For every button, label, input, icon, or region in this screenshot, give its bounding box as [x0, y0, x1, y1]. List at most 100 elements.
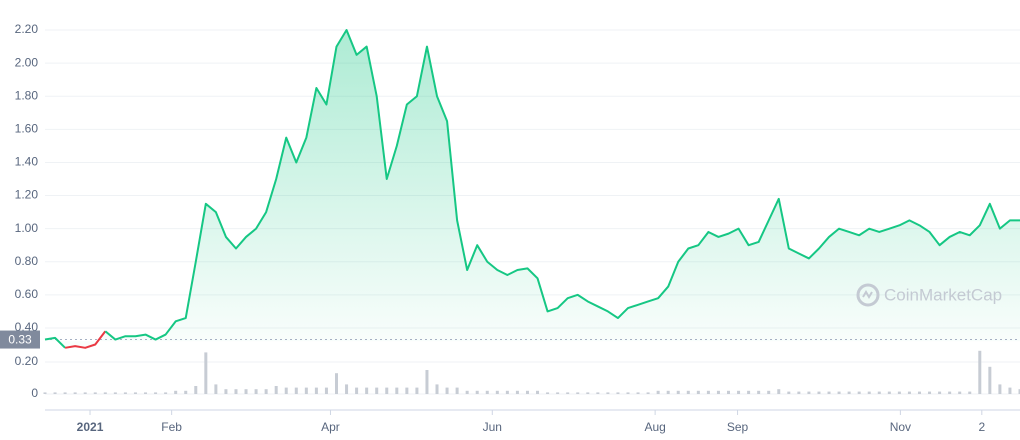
volume-bar	[676, 390, 680, 394]
volume-bar	[224, 389, 228, 394]
y-tick-label: 1.80	[15, 88, 39, 102]
volume-bar	[445, 387, 449, 394]
volume-bar	[867, 391, 871, 394]
baseline-label: 0.33	[8, 333, 32, 347]
volume-bar	[917, 391, 921, 394]
volume-bar	[797, 391, 801, 394]
volume-bar	[184, 390, 188, 394]
price-line	[44, 336, 66, 349]
volume-bar	[485, 390, 489, 394]
volume-bar	[777, 389, 781, 394]
volume-bar	[133, 392, 137, 394]
volume-bar	[757, 390, 761, 394]
volume-bar	[284, 387, 288, 394]
volume-bar	[254, 389, 258, 394]
volume-bar	[857, 391, 861, 394]
volume-bar	[324, 387, 328, 394]
volume-bar	[194, 386, 198, 394]
y-tick-label: 1.20	[15, 188, 39, 202]
y-tick-label: 1.00	[15, 221, 39, 235]
volume-bar	[435, 384, 439, 394]
volume-bar	[606, 392, 610, 394]
volume-bar	[174, 390, 178, 394]
volume-bar	[666, 390, 670, 394]
volume-bar	[525, 390, 529, 394]
y-tick-label: 0.60	[15, 287, 39, 301]
volume-bar	[475, 390, 479, 394]
volume-bar	[355, 387, 359, 394]
volume-bar	[656, 390, 660, 394]
volume-bar	[696, 390, 700, 394]
volume-bar	[455, 387, 459, 394]
volume-bar	[103, 392, 107, 394]
volume-bar	[727, 390, 731, 394]
volume-bar	[294, 387, 298, 394]
price-area	[45, 30, 1020, 348]
volume-bar	[63, 392, 67, 394]
x-tick-label: Nov	[890, 420, 911, 434]
volume-bar	[73, 392, 77, 394]
volume-bar	[767, 390, 771, 394]
volume-bar	[274, 386, 278, 394]
x-tick-label: 2021	[77, 420, 104, 434]
volume-bar	[43, 392, 47, 394]
watermark: CoinMarketCap	[856, 283, 1002, 307]
volume-bar	[837, 391, 841, 394]
volume-bar	[706, 390, 710, 394]
volume-bar	[737, 390, 741, 394]
volume-bar	[958, 391, 962, 394]
volume-bar	[747, 390, 751, 394]
volume-bar	[204, 352, 208, 394]
volume-bar	[515, 390, 519, 394]
y-tick-label: 1.60	[15, 122, 39, 136]
volume-bar	[847, 391, 851, 394]
x-tick-label: 2	[978, 420, 985, 434]
volume-bar	[807, 391, 811, 394]
watermark-text: CoinMarketCap	[884, 285, 1002, 304]
volume-bar	[345, 384, 349, 394]
volume-bar	[365, 387, 369, 394]
price-line	[104, 29, 1020, 341]
volume-bar	[113, 392, 117, 394]
volume-bar	[1018, 389, 1020, 394]
volume-bar	[907, 391, 911, 394]
volume-bar	[938, 391, 942, 394]
volume-bar	[304, 387, 308, 394]
y-tick-label: 0.80	[15, 254, 39, 268]
volume-bar	[586, 392, 590, 394]
volume-bar	[968, 391, 972, 394]
volume-bar	[395, 387, 399, 394]
volume-bar	[546, 392, 550, 394]
volume-bar	[93, 392, 97, 394]
y-tick-label: 2.20	[15, 22, 39, 36]
x-tick-label: Feb	[161, 420, 182, 434]
volume-bar	[998, 384, 1002, 394]
volume-bar	[646, 392, 650, 394]
volume-bar	[566, 392, 570, 394]
baseline-label-bg	[0, 330, 40, 349]
volume-bar	[83, 392, 87, 394]
volume-bar	[495, 390, 499, 394]
volume-bar	[264, 389, 268, 394]
volume-bar	[415, 387, 419, 394]
volume-bar	[716, 390, 720, 394]
volume-bar	[626, 392, 630, 394]
volume-bar	[465, 390, 469, 394]
volume-bar	[234, 389, 238, 394]
volume-bar	[897, 391, 901, 394]
volume-bar	[978, 350, 982, 394]
volume-bar	[787, 391, 791, 394]
volume-bar	[53, 392, 57, 394]
volume-bar	[425, 370, 429, 394]
volume-bar	[164, 392, 168, 394]
volume-bar	[887, 391, 891, 394]
volume-bar	[144, 392, 148, 394]
volume-bar	[686, 390, 690, 394]
x-tick-label: Apr	[321, 420, 340, 434]
y-tick-label: 1.40	[15, 155, 39, 169]
volume-bar	[556, 392, 560, 394]
volume-bar	[576, 392, 580, 394]
volume-bar	[636, 392, 640, 394]
price-line	[64, 330, 107, 349]
